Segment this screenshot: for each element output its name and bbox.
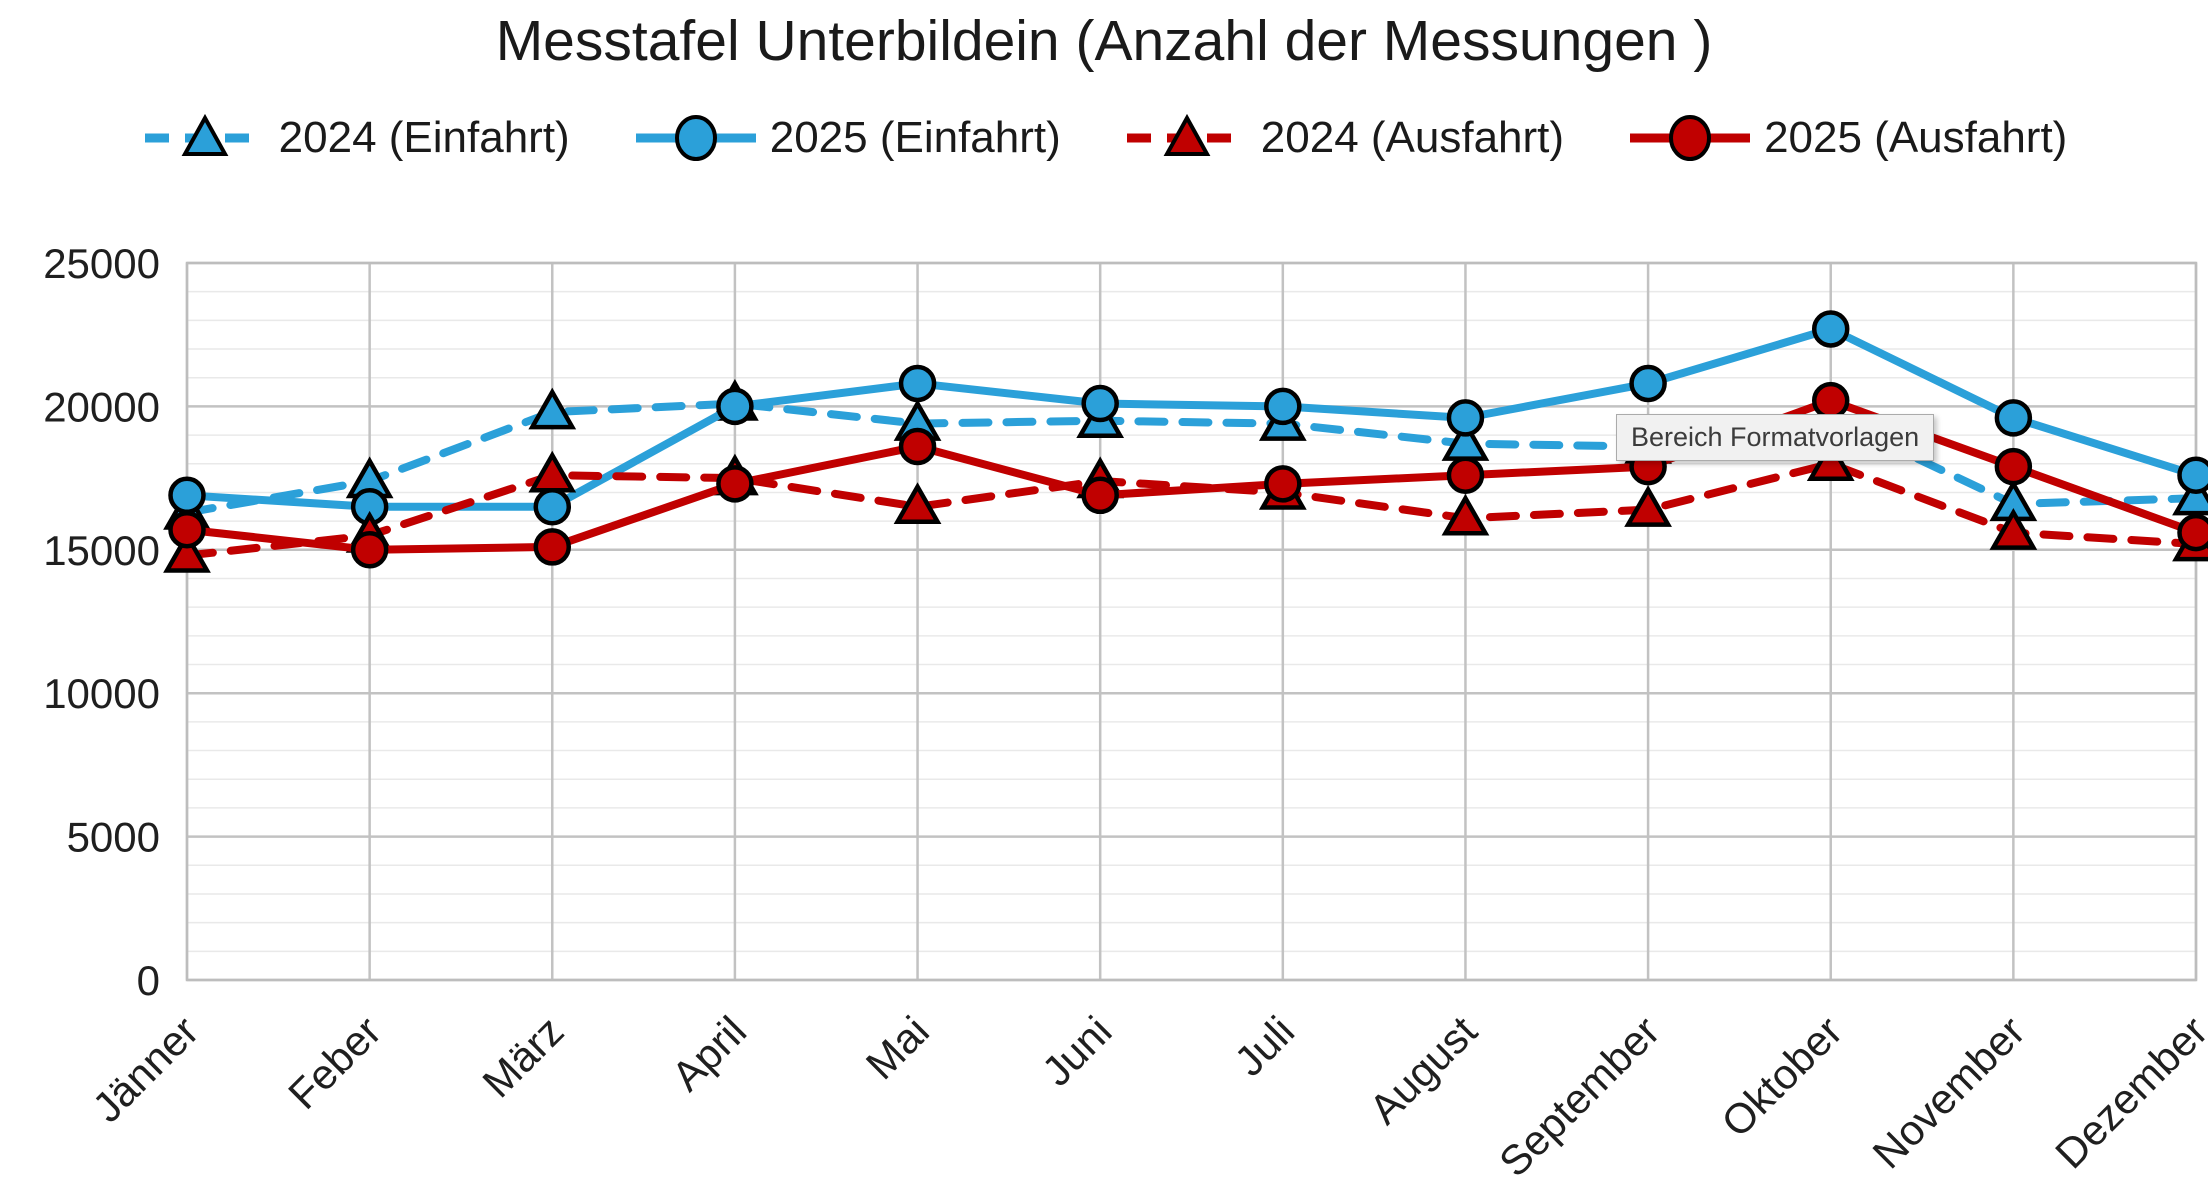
marker-circle-2025-einfahrt-oktober: [1811, 310, 1850, 348]
legend-swatch-dashed-triangle-red: [1126, 113, 1247, 156]
legend-item-2025-einfahrt: 2025 (Einfahrt): [632, 112, 1061, 164]
y-tick-label-25000: 25000: [43, 240, 160, 287]
plot-border: [185, 261, 2198, 982]
marker-circle-2025-ausfahrt-märz: [533, 528, 572, 566]
marker-circle-2025-einfahrt-jänner: [168, 476, 206, 515]
legend-swatch-solid-circle-red: [1630, 115, 1751, 161]
x-tick-label-august: August: [1360, 1007, 1486, 1133]
marker-circle-2025-ausfahrt-dezember: [2177, 513, 2208, 552]
x-tick-label-september: September: [1490, 1007, 1669, 1186]
x-tick-label-november: November: [1863, 1007, 2033, 1177]
x-tick-label-mai: Mai: [857, 1007, 938, 1088]
marker-circle-2025-einfahrt-august: [1446, 399, 1485, 437]
legend-swatch-solid-circle-blue: [635, 115, 756, 161]
marker-circle-2025-ausfahrt-oktober: [1811, 381, 1850, 420]
marker-circle-2025-ausfahrt-feber: [350, 531, 389, 569]
marker-triangle-2024-ausfahrt-november: [1989, 508, 2038, 550]
legend-item-2024-einfahrt: 2024 (Einfahrt): [141, 112, 570, 164]
marker-circle-2025-ausfahrt-juli: [1264, 465, 1302, 503]
marker-triangle-2024-ausfahrt-september: [1624, 485, 1672, 527]
series-line-2025-einfahrt: [183, 324, 2200, 511]
marker-circle-2025-einfahrt-juni: [1081, 384, 1119, 423]
marker-circle-2025-ausfahrt-august: [1446, 456, 1485, 494]
tooltip-bereich-formatvorlagen: Bereich Formatvorlagen: [1616, 414, 1935, 461]
marker-triangle-2024-ausfahrt-oktober: [1806, 439, 1855, 482]
y-tick-label-15000: 15000: [43, 527, 160, 574]
x-tick-label-oktober: Oktober: [1712, 1007, 1851, 1146]
y-tick-label-20000: 20000: [43, 383, 160, 430]
x-tick-label-märz: März: [473, 1007, 572, 1106]
marker-circle-2025-einfahrt-november: [1994, 399, 2033, 437]
legend-item-2024-ausfahrt: 2024 (Ausfahrt): [1123, 112, 1564, 164]
x-tick-label-feber: Feber: [279, 1007, 390, 1118]
marker-triangle-2024-ausfahrt-märz: [528, 450, 577, 493]
series-2025-ausfahrt: [168, 381, 2208, 569]
gridlines-vertical: [185, 263, 2198, 980]
x-tick-label-dezember: Dezember: [2046, 1007, 2208, 1177]
marker-circle-2025-einfahrt-juli: [1264, 387, 1302, 426]
marker-circle-2025-ausfahrt-mai: [898, 427, 937, 466]
legend-label: 2024 (Einfahrt): [278, 113, 570, 162]
gridlines-minor: [187, 290, 2196, 953]
marker-circle-2025-einfahrt-mai: [898, 364, 937, 403]
x-tick-label-april: April: [663, 1007, 756, 1100]
x-tick-label-jänner: Jänner: [83, 1007, 207, 1131]
series-2025-einfahrt: [168, 310, 2208, 526]
y-tick-label-0: 0: [137, 957, 160, 1004]
y-axis-labels: 0 5000 10000 15000 20000 25000: [43, 240, 160, 1004]
marker-triangle-2024-ausfahrt-mai: [893, 482, 942, 525]
x-tick-label-juni: Juni: [1033, 1007, 1121, 1095]
legend-label: 2025 (Einfahrt): [769, 113, 1061, 162]
legend-swatch-dashed-triangle-blue: [144, 113, 265, 156]
marker-circle-2025-ausfahrt-juni: [1081, 476, 1119, 515]
marker-circle-2025-einfahrt-dezember: [2177, 456, 2208, 494]
marker-triangle-2024-ausfahrt-august: [1441, 493, 1490, 536]
marker-circle-2025-ausfahrt-jänner: [168, 510, 206, 549]
marker-triangle-2024-ausfahrt-jänner: [163, 531, 211, 573]
marker-circle-2025-einfahrt-september: [1629, 364, 1667, 403]
marker-circle-2025-einfahrt-april: [716, 387, 754, 426]
y-tick-label-5000: 5000: [67, 814, 160, 861]
legend-label: 2024 (Ausfahrt): [1260, 113, 1565, 162]
chart-title: Messtafel Unterbildein (Anzahl der Messu…: [495, 9, 1713, 73]
series-line-2025-ausfahrt: [183, 396, 2200, 554]
x-axis-labels: Jänner Feber März April Mai Juni Juli August Sep…: [83, 1007, 2208, 1186]
gridlines-major: [187, 261, 2196, 982]
chart-legend: 2024 (Einfahrt) 2025 (Einfahrt) 2024 (Au…: [0, 112, 2208, 164]
marker-circle-2025-ausfahrt-november: [1994, 447, 2033, 486]
marker-circle-2025-ausfahrt-april: [716, 465, 754, 503]
legend-item-2025-ausfahrt: 2025 (Ausfahrt): [1626, 112, 2067, 164]
marker-triangle-2024-einfahrt-märz: [528, 387, 577, 430]
x-tick-label-juli: Juli: [1225, 1007, 1303, 1085]
marker-circle-2025-einfahrt-märz: [533, 488, 572, 526]
y-tick-label-10000: 10000: [43, 670, 160, 717]
legend-label: 2025 (Ausfahrt): [1764, 113, 2068, 162]
